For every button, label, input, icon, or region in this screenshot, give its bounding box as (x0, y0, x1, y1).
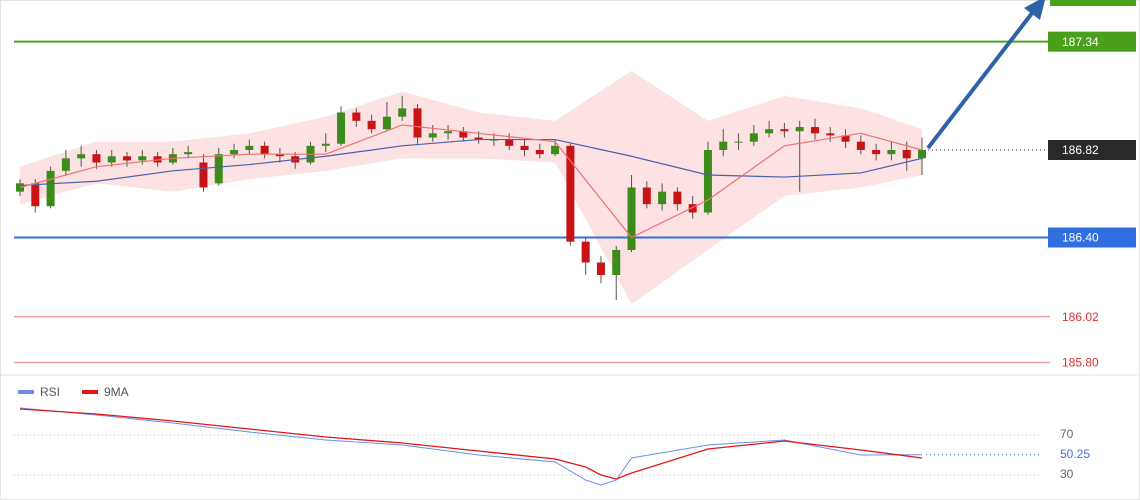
candle-body (596, 262, 605, 275)
candle-body (260, 145, 269, 155)
level-label: 186.82 (1062, 143, 1099, 157)
candle-body (551, 145, 560, 155)
candle-body (92, 154, 101, 163)
candle-body (780, 129, 789, 132)
level-label: 186.02 (1062, 310, 1099, 324)
candle-body (658, 191, 667, 205)
moving-average (19, 138, 923, 187)
candle-body (398, 108, 407, 117)
candle-body (734, 141, 743, 143)
candle-body (214, 154, 223, 184)
candle-body (703, 150, 712, 213)
candle-body (765, 129, 774, 134)
candle-body (719, 141, 728, 150)
candle-body (749, 133, 758, 142)
candle-body (46, 170, 55, 207)
candle-body (275, 154, 284, 157)
indicator-line (19, 407, 923, 486)
level-label-box (1048, 227, 1136, 248)
candle-body (810, 127, 819, 134)
candle-body (566, 145, 575, 242)
legend-label: 9MA (104, 385, 129, 399)
candle-body (138, 156, 147, 161)
candle-body (321, 143, 330, 146)
indicator-line (19, 408, 923, 480)
candle-body (887, 150, 896, 155)
candle-body (612, 250, 621, 275)
candle-body (367, 120, 376, 130)
legend-swatch (82, 390, 98, 394)
candle-body (688, 204, 697, 213)
candle-body (856, 141, 865, 150)
candle-body (107, 156, 116, 163)
candle-body (123, 156, 132, 161)
y-tick-label: 70 (1060, 427, 1074, 441)
level-label-box (1048, 140, 1136, 160)
legend-swatch (18, 390, 34, 394)
level-label: 185.80 (1062, 356, 1099, 370)
candle-body (413, 108, 422, 138)
level-label-box (1048, 31, 1136, 52)
candle-body (61, 158, 70, 171)
candle-body (841, 135, 850, 142)
candle-body (382, 116, 391, 130)
candle-body (77, 154, 86, 159)
candle-body (337, 112, 346, 144)
candle-body (444, 131, 453, 134)
candle-body (826, 133, 835, 136)
candle-body (153, 156, 162, 163)
candle-body (428, 133, 437, 138)
candle-body (459, 131, 468, 138)
candle-body (245, 145, 254, 150)
candle-body (535, 150, 544, 155)
candle-body (627, 187, 636, 250)
candle-body (352, 112, 361, 121)
candle-body (872, 150, 881, 155)
level-label: 186.40 (1062, 231, 1099, 245)
forecast-arrowhead (1024, 0, 1045, 20)
candle-body (230, 150, 239, 155)
candle-body (581, 241, 590, 263)
candle-body (902, 150, 911, 159)
moving-average (19, 124, 923, 239)
candle-body (31, 183, 40, 207)
target-box (1050, 0, 1136, 6)
candle-body (642, 187, 651, 205)
candle-body (199, 162, 208, 188)
candle-body (184, 152, 193, 155)
plot: 187.34 186.82 186.40 186.02 185.80 70 30 50.25 R… (14, 31, 1136, 486)
candle-body (474, 137, 483, 140)
candle-body (673, 191, 682, 205)
legend-label: RSI (40, 385, 60, 399)
candle-body (505, 139, 514, 146)
bollinger-band (20, 70, 922, 305)
current-rsi-label: 50.25 (1060, 447, 1090, 461)
candle-body (520, 145, 529, 150)
candle-body (795, 127, 804, 132)
candle-body (918, 150, 926, 159)
level-label: 187.34 (1062, 35, 1099, 49)
y-tick-label: 30 (1060, 467, 1074, 481)
forecast-arrow (926, 6, 1038, 150)
